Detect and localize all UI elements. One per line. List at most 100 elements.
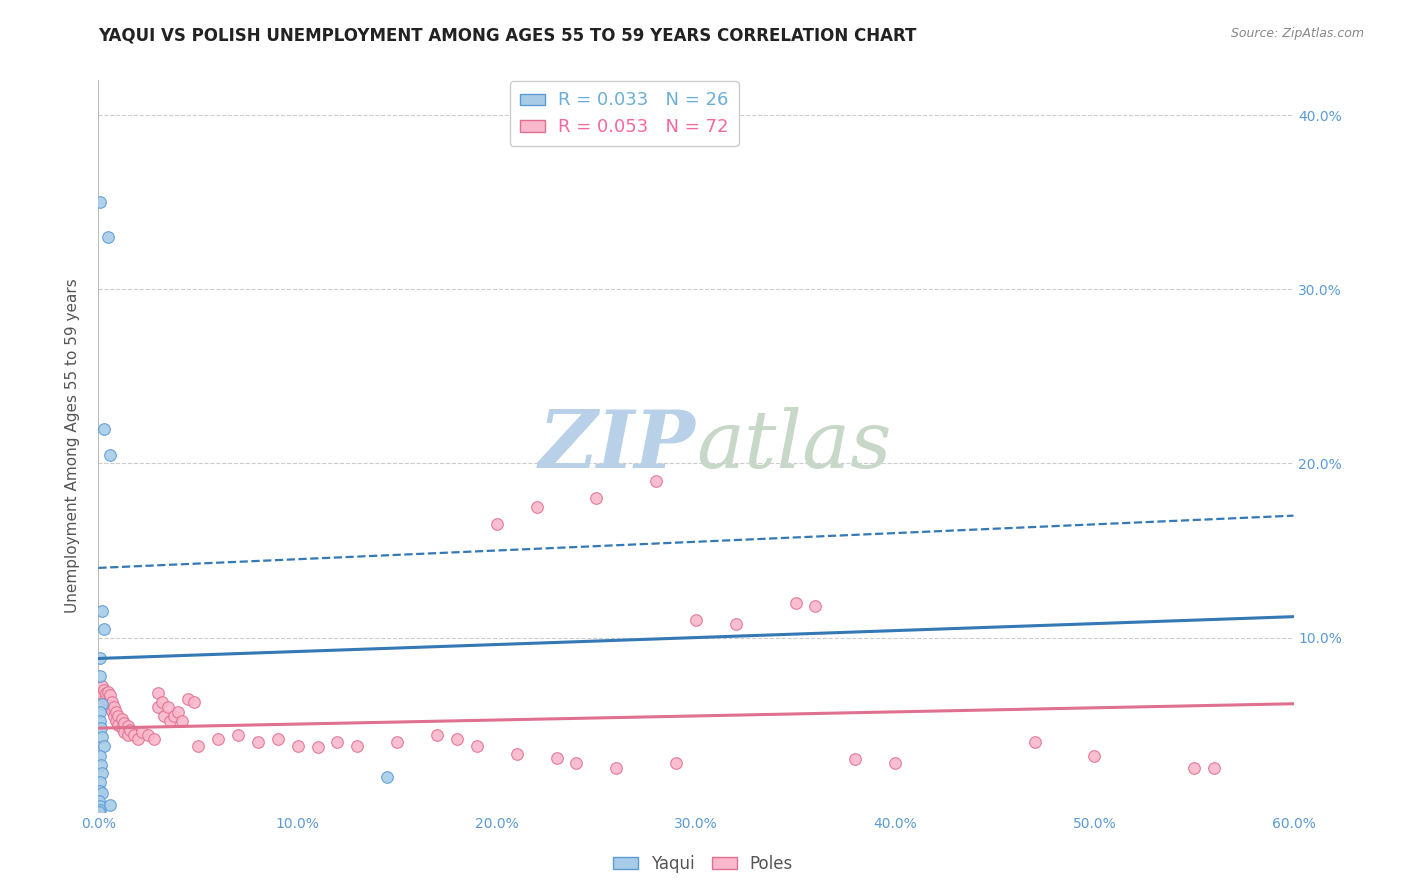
Point xyxy=(107,709,129,723)
Point xyxy=(131,724,153,739)
Point xyxy=(172,714,194,728)
Point xyxy=(89,805,111,819)
Y-axis label: Unemployment Among Ages 55 to 59 years: Unemployment Among Ages 55 to 59 years xyxy=(65,278,80,614)
Point xyxy=(89,651,111,665)
Point xyxy=(117,719,139,733)
Point xyxy=(1202,761,1225,775)
Point xyxy=(526,500,548,514)
Text: Source: ZipAtlas.com: Source: ZipAtlas.com xyxy=(1230,27,1364,40)
Point xyxy=(150,695,173,709)
Point xyxy=(96,686,118,700)
Point xyxy=(226,728,249,742)
Point xyxy=(105,714,128,728)
Point xyxy=(103,700,125,714)
Text: YAQUI VS POLISH UNEMPLOYMENT AMONG AGES 55 TO 59 YEARS CORRELATION CHART: YAQUI VS POLISH UNEMPLOYMENT AMONG AGES … xyxy=(98,27,917,45)
Point xyxy=(89,686,111,700)
Point xyxy=(97,695,120,709)
Text: atlas: atlas xyxy=(696,408,891,484)
Point xyxy=(287,739,309,753)
Point xyxy=(89,794,111,808)
Point xyxy=(1083,749,1105,764)
Point xyxy=(267,731,290,746)
Legend: R = 0.033   N = 26, R = 0.053   N = 72: R = 0.033 N = 26, R = 0.053 N = 72 xyxy=(510,81,738,145)
Point xyxy=(89,803,111,817)
Point xyxy=(89,714,111,728)
Point xyxy=(93,682,115,697)
Point xyxy=(665,756,688,770)
Point xyxy=(585,491,607,506)
Point xyxy=(148,686,170,700)
Point xyxy=(804,599,827,614)
Point xyxy=(385,735,409,749)
Point xyxy=(506,747,529,762)
Point xyxy=(136,728,159,742)
Text: ZIP: ZIP xyxy=(538,408,696,484)
Point xyxy=(91,786,114,800)
Point xyxy=(101,695,124,709)
Point xyxy=(546,750,568,764)
Point xyxy=(326,735,349,749)
Point xyxy=(844,752,866,766)
Point xyxy=(89,799,111,814)
Point xyxy=(103,709,125,723)
Point xyxy=(565,756,588,770)
Point xyxy=(346,739,368,753)
Point xyxy=(785,596,807,610)
Point xyxy=(93,421,115,435)
Point xyxy=(98,448,122,462)
Point xyxy=(485,517,508,532)
Point xyxy=(1024,735,1046,749)
Point xyxy=(127,731,149,746)
Point xyxy=(112,715,135,730)
Point xyxy=(91,697,114,711)
Point xyxy=(111,721,134,735)
Point xyxy=(159,714,181,728)
Point xyxy=(157,700,180,714)
Point xyxy=(307,740,329,755)
Point xyxy=(143,731,166,746)
Point xyxy=(183,695,205,709)
Point xyxy=(1182,761,1205,775)
Point xyxy=(124,728,146,742)
Point xyxy=(107,717,129,731)
Point xyxy=(93,622,115,636)
Point xyxy=(724,616,747,631)
Point xyxy=(163,709,186,723)
Point xyxy=(89,784,111,798)
Point xyxy=(91,766,114,780)
Point xyxy=(207,731,229,746)
Point xyxy=(187,739,209,753)
Point xyxy=(426,728,449,742)
Point xyxy=(98,688,122,702)
Point xyxy=(645,474,668,488)
Point xyxy=(89,195,111,210)
Point xyxy=(117,728,139,742)
Legend: Yaqui, Poles: Yaqui, Poles xyxy=(606,848,800,880)
Point xyxy=(120,723,142,737)
Point xyxy=(90,757,112,772)
Point xyxy=(91,604,114,618)
Point xyxy=(685,613,707,627)
Point xyxy=(884,756,907,770)
Point xyxy=(98,797,122,812)
Point xyxy=(98,700,122,714)
Point xyxy=(90,721,112,735)
Point xyxy=(153,709,176,723)
Point xyxy=(93,739,115,753)
Point xyxy=(177,691,200,706)
Point xyxy=(446,731,468,746)
Point xyxy=(112,724,135,739)
Point xyxy=(97,230,120,244)
Point xyxy=(101,704,124,718)
Point xyxy=(97,684,120,698)
Point xyxy=(91,679,114,693)
Point xyxy=(375,770,398,784)
Point xyxy=(167,706,190,720)
Point xyxy=(94,691,117,706)
Point xyxy=(89,749,111,764)
Point xyxy=(89,706,111,720)
Point xyxy=(605,761,627,775)
Point xyxy=(105,706,128,720)
Point xyxy=(89,775,111,789)
Point xyxy=(148,700,170,714)
